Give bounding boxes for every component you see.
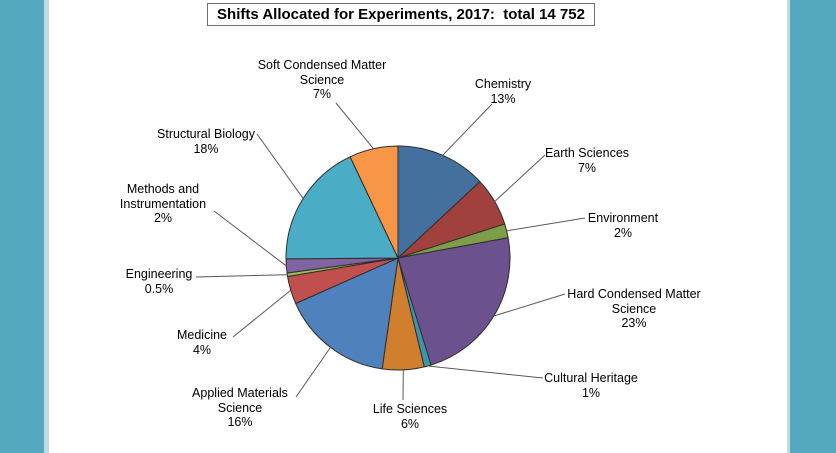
slice-label-name: Environment xyxy=(587,211,659,225)
slice-label-percent: 4% xyxy=(192,342,212,357)
slice-label-percent: 2% xyxy=(153,211,173,225)
chart-title: Shifts Allocated for Experiments, 2017: … xyxy=(207,3,595,26)
slice-label-name: Chemistry xyxy=(474,77,532,91)
slice-label-percent: 18% xyxy=(193,141,219,156)
slice-label-percent: 6% xyxy=(400,416,420,431)
slice-label-percent: 7% xyxy=(577,160,597,175)
slice-label-name: Cultural Heritage xyxy=(544,371,638,385)
slice-label-percent: 23% xyxy=(621,316,647,330)
slice-label: Applied Materials Science 16% xyxy=(170,386,310,430)
slice-label: Medicine 4% xyxy=(152,328,252,357)
slice-label-percent: 0.5% xyxy=(144,281,174,296)
right-teal-panel xyxy=(787,0,836,453)
pie-slice-structural-biology xyxy=(285,156,399,260)
leader-line xyxy=(232,289,292,338)
leader-line xyxy=(442,103,493,156)
leader-line xyxy=(256,133,304,199)
slice-label: Structural Biology 18% xyxy=(146,127,266,156)
leader-line xyxy=(195,274,288,278)
slice-label-name: Methods and Instrumentation xyxy=(119,182,207,211)
leader-line xyxy=(213,210,287,267)
slice-label-name: Soft Condensed Matter Science xyxy=(257,58,387,87)
slice-label-percent: 7% xyxy=(312,87,332,101)
leader-line xyxy=(493,293,566,317)
slice-label-name: Medicine xyxy=(176,328,228,342)
slice-label-name: Life Sciences xyxy=(372,402,448,416)
pie-slice-hard-condensed-matter-science xyxy=(397,237,511,366)
slice-label-name: Structural Biology xyxy=(157,127,255,141)
slice-label-percent: 16% xyxy=(227,415,253,429)
slice-label-name: Engineering xyxy=(125,267,193,281)
slice-label: Chemistry 13% xyxy=(458,77,548,106)
pie-slice-chemistry xyxy=(397,145,481,259)
slice-label: Earth Sciences 7% xyxy=(537,146,637,175)
leader-line xyxy=(335,102,374,150)
leader-line xyxy=(295,347,331,398)
left-teal-panel xyxy=(0,0,49,453)
pie-slice-applied-materials-science xyxy=(295,257,399,370)
slice-label-name: Hard Condensed Matter Science xyxy=(567,287,701,316)
slice-label: Environment 2% xyxy=(568,211,678,240)
slice-label: Life Sciences 6% xyxy=(360,402,460,431)
slice-label-percent: 2% xyxy=(613,225,633,240)
slice-label: Hard Condensed Matter Science 23% xyxy=(549,287,719,331)
slice-label: Engineering 0.5% xyxy=(109,267,209,296)
slice-label-name: Applied Materials Science xyxy=(192,386,288,415)
slice-label-percent: 13% xyxy=(490,91,516,106)
slice-label: Cultural Heritage 1% xyxy=(533,371,649,400)
slice-label: Methods and Instrumentation 2% xyxy=(103,182,223,226)
slice-label: Soft Condensed Matter Science 7% xyxy=(242,58,402,102)
leader-line xyxy=(427,365,544,379)
pie-slice-soft-condensed-matter-science xyxy=(349,145,399,259)
leader-line xyxy=(506,217,586,232)
slice-label-percent: 1% xyxy=(581,385,601,400)
slice-label-name: Earth Sciences xyxy=(544,146,630,160)
leader-line xyxy=(494,154,546,202)
